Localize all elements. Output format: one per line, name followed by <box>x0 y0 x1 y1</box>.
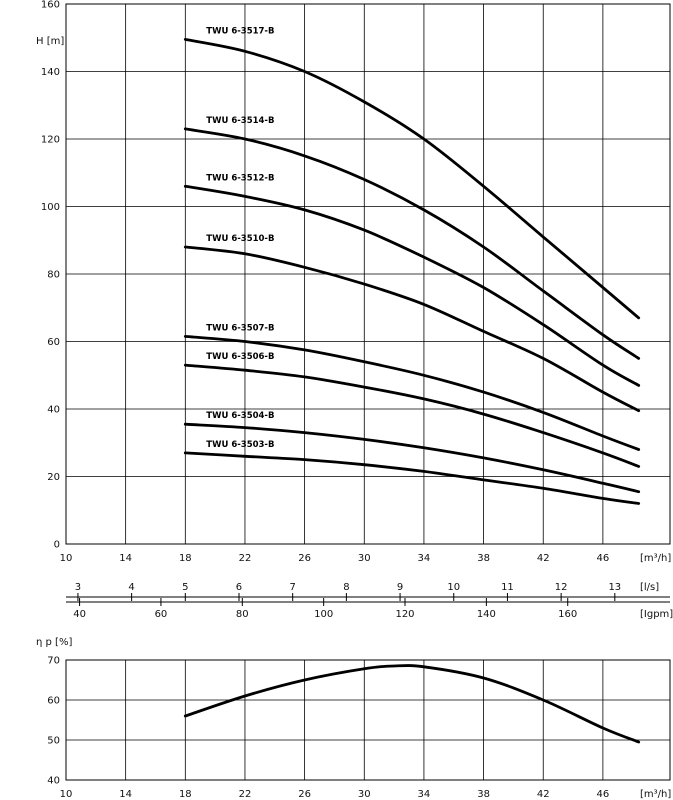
efficiency-y-tick-label: 70 <box>47 656 60 667</box>
ls-tick-label: 10 <box>447 582 460 593</box>
ls-tick-label: 4 <box>128 582 134 593</box>
head-x-tick-label: 18 <box>179 553 192 564</box>
head-curve-panel: 0 20 40 60 80 100 120 140 160 10 14 18 22 26 30 34 38 42 4… <box>36 0 671 564</box>
efficiency-y-tick-label: 40 <box>47 776 60 787</box>
igpm-tick-label: 100 <box>314 609 333 620</box>
head-series-line <box>183 335 641 451</box>
efficiency-x-tick-label: 22 <box>239 789 252 800</box>
efficiency-frame <box>65 659 671 781</box>
efficiency-x-tick-label: 30 <box>358 789 371 800</box>
head-y-axis-title: H [m] <box>36 36 64 47</box>
igpm-tick-label: 40 <box>73 609 86 620</box>
head-y-tick-label: 20 <box>47 472 60 483</box>
efficiency-x-tick-label: 14 <box>119 789 132 800</box>
head-series-label: TWU 6-3504-B <box>206 411 274 421</box>
head-x-tick-label: 34 <box>418 553 431 564</box>
head-y-tick-label: 100 <box>41 202 60 213</box>
head-y-tick-label: 80 <box>47 270 60 281</box>
efficiency-y-axis-title: η p [%] <box>36 637 72 648</box>
ls-tick-label: 8 <box>343 582 349 593</box>
head-y-tick-label: 120 <box>41 135 60 146</box>
head-x-tick-label: 42 <box>537 553 550 564</box>
head-y-tick-label: 160 <box>41 0 60 11</box>
efficiency-x-tick-label: 46 <box>597 789 610 800</box>
head-x-tick-label: 22 <box>239 553 252 564</box>
head-series-label: TWU 6-3510-B <box>206 234 274 244</box>
igpm-tick-label: 80 <box>236 609 249 620</box>
head-series-line <box>183 184 641 387</box>
head-series-line <box>183 127 641 360</box>
head-series-line <box>183 38 641 320</box>
head-series-label: TWU 6-3507-B <box>206 323 274 333</box>
head-series-line <box>183 363 641 468</box>
head-series-label: TWU 6-3512-B <box>206 173 274 183</box>
efficiency-x-tick-label: 26 <box>298 789 311 800</box>
head-series-line <box>183 422 641 494</box>
efficiency-x-tick-label: 10 <box>60 789 73 800</box>
head-x-tick-label: 10 <box>60 553 73 564</box>
ls-tick-label: 7 <box>289 582 295 593</box>
efficiency-series-line <box>183 664 641 744</box>
ls-tick-label: 12 <box>555 582 568 593</box>
efficiency-x-tick-label: 34 <box>418 789 431 800</box>
head-frame <box>65 3 671 545</box>
head-x-unit-label: [m³/h] <box>640 553 671 564</box>
head-y-tick-label: 40 <box>47 405 60 416</box>
head-series-line <box>183 451 641 505</box>
ls-tick-label: 13 <box>608 582 621 593</box>
head-series-line <box>183 245 641 413</box>
ls-tick-label: 3 <box>75 582 81 593</box>
efficiency-x-tick-label: 42 <box>537 789 550 800</box>
igpm-tick-label: 160 <box>558 609 577 620</box>
efficiency-curve-panel: 40 50 60 70 10 14 18 22 26 30 34 38 42 46 η p [%] [m³/h… <box>36 637 671 800</box>
efficiency-y-tick-label: 60 <box>47 696 60 707</box>
igpm-unit-label: [Igpm] <box>640 609 673 620</box>
igpm-tick-label: 120 <box>395 609 414 620</box>
efficiency-x-tick-label: 18 <box>179 789 192 800</box>
efficiency-y-tick-label: 50 <box>47 736 60 747</box>
head-x-tick-label: 46 <box>597 553 610 564</box>
head-x-tick-label: 26 <box>298 553 311 564</box>
head-x-tick-label: 30 <box>358 553 371 564</box>
ls-tick-label: 11 <box>501 582 514 593</box>
igpm-tick-label: 60 <box>155 609 168 620</box>
head-x-tick-label: 14 <box>119 553 132 564</box>
head-y-tick-label: 60 <box>47 337 60 348</box>
ls-tick-label: 6 <box>236 582 242 593</box>
head-series-label: TWU 6-3503-B <box>206 440 274 450</box>
head-x-tick-label: 38 <box>477 553 490 564</box>
head-series-label: TWU 6-3517-B <box>206 26 274 36</box>
head-series-label: TWU 6-3506-B <box>206 352 274 362</box>
head-y-tick-label: 140 <box>41 67 60 78</box>
head-series-label: TWU 6-3514-B <box>206 116 274 126</box>
head-y-tick-label: 0 <box>54 540 60 551</box>
igpm-tick-label: 140 <box>477 609 496 620</box>
flow-ls-axis: 3 4 5 6 7 8 9 10 11 12 13 [l/s] <box>66 582 670 601</box>
ls-unit-label: [l/s] <box>640 582 659 593</box>
ls-tick-label: 5 <box>182 582 188 593</box>
efficiency-x-tick-label: 38 <box>477 789 490 800</box>
ls-tick-label: 9 <box>397 582 403 593</box>
efficiency-x-unit-label: [m³/h] <box>640 789 671 800</box>
flow-igpm-axis: 40 60 80 100 120 140 160 [Igpm] <box>66 598 673 620</box>
